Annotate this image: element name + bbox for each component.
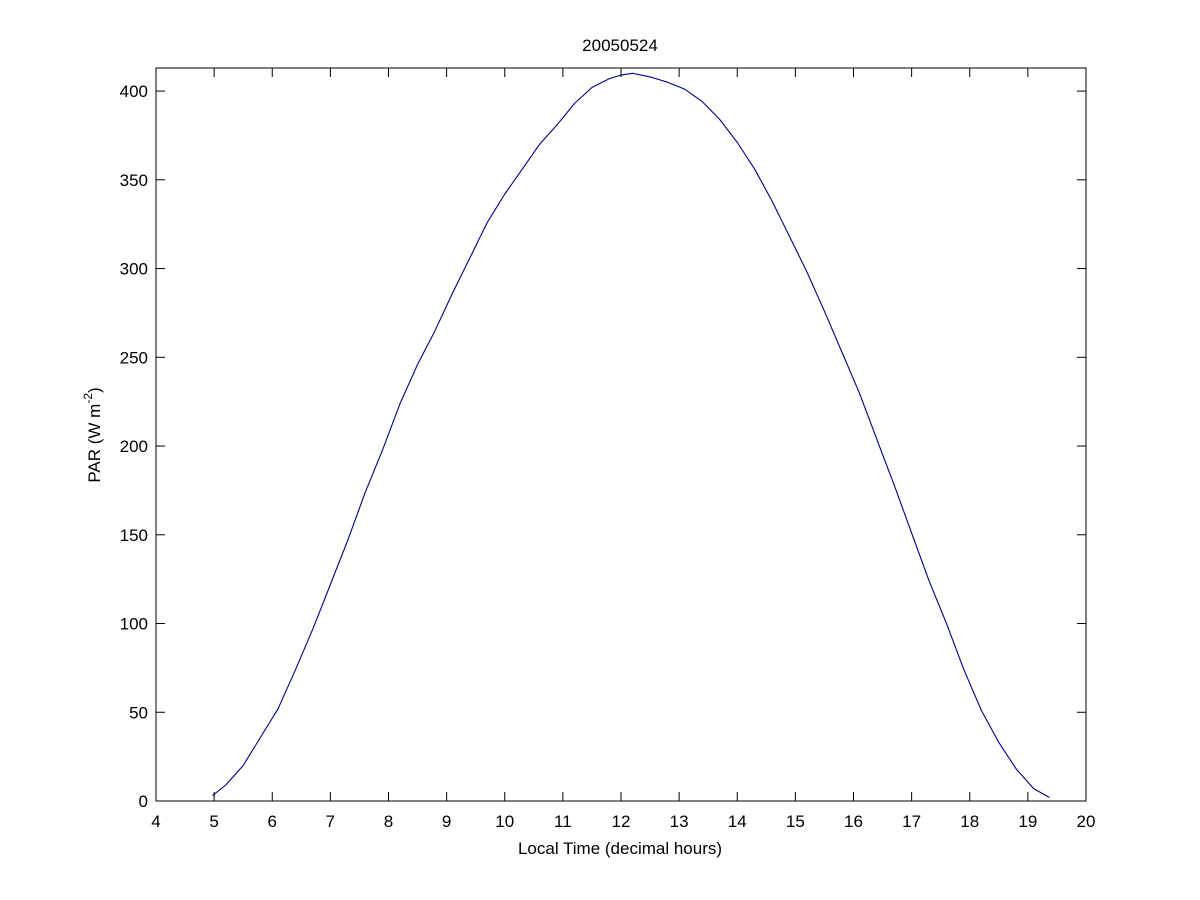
y-tick-label: 0 — [139, 792, 148, 811]
x-tick-label: 18 — [960, 812, 979, 831]
x-tick-label: 6 — [268, 812, 277, 831]
x-tick-label: 5 — [209, 812, 218, 831]
y-tick-label: 300 — [120, 260, 148, 279]
chart-title: 20050524 — [582, 36, 658, 55]
x-tick-label: 15 — [786, 812, 805, 831]
y-tick-label: 100 — [120, 615, 148, 634]
x-axis-label: Local Time (decimal hours) — [518, 839, 722, 858]
x-tick-label: 14 — [728, 812, 747, 831]
x-tick-label: 16 — [844, 812, 863, 831]
y-tick-label: 200 — [120, 437, 148, 456]
y-tick-label: 150 — [120, 526, 148, 545]
y-tick-label: 350 — [120, 171, 148, 190]
x-tick-label: 7 — [326, 812, 335, 831]
plot-area — [156, 68, 1086, 801]
x-tick-label: 8 — [384, 812, 393, 831]
x-tick-label: 20 — [1077, 812, 1096, 831]
x-tick-label: 9 — [442, 812, 451, 831]
y-axis-label-main: PAR (W m — [85, 404, 104, 483]
x-tick-label: 10 — [495, 812, 514, 831]
x-axis: 4 5 6 7 8 9 10 11 12 13 14 15 16 17 18 19 20 — [151, 68, 1095, 831]
series-line — [212, 72, 1050, 798]
series-layer — [212, 72, 1050, 798]
y-axis-label-superscript: -2 — [81, 393, 95, 404]
y-tick-label: 50 — [129, 703, 148, 722]
x-tick-label: 19 — [1018, 812, 1037, 831]
y-tick-label: 400 — [120, 82, 148, 101]
y-axis: 0 50 100 150 200 250 300 350 400 — [120, 82, 1086, 811]
x-tick-label: 12 — [612, 812, 631, 831]
x-tick-label: 11 — [554, 812, 572, 831]
y-axis-label: PAR (W m-2) — [81, 387, 104, 482]
y-axis-label-close: ) — [85, 387, 104, 393]
x-tick-label: 13 — [670, 812, 689, 831]
x-tick-label: 17 — [902, 812, 921, 831]
x-tick-label: 4 — [151, 812, 160, 831]
y-tick-label: 250 — [120, 348, 148, 367]
